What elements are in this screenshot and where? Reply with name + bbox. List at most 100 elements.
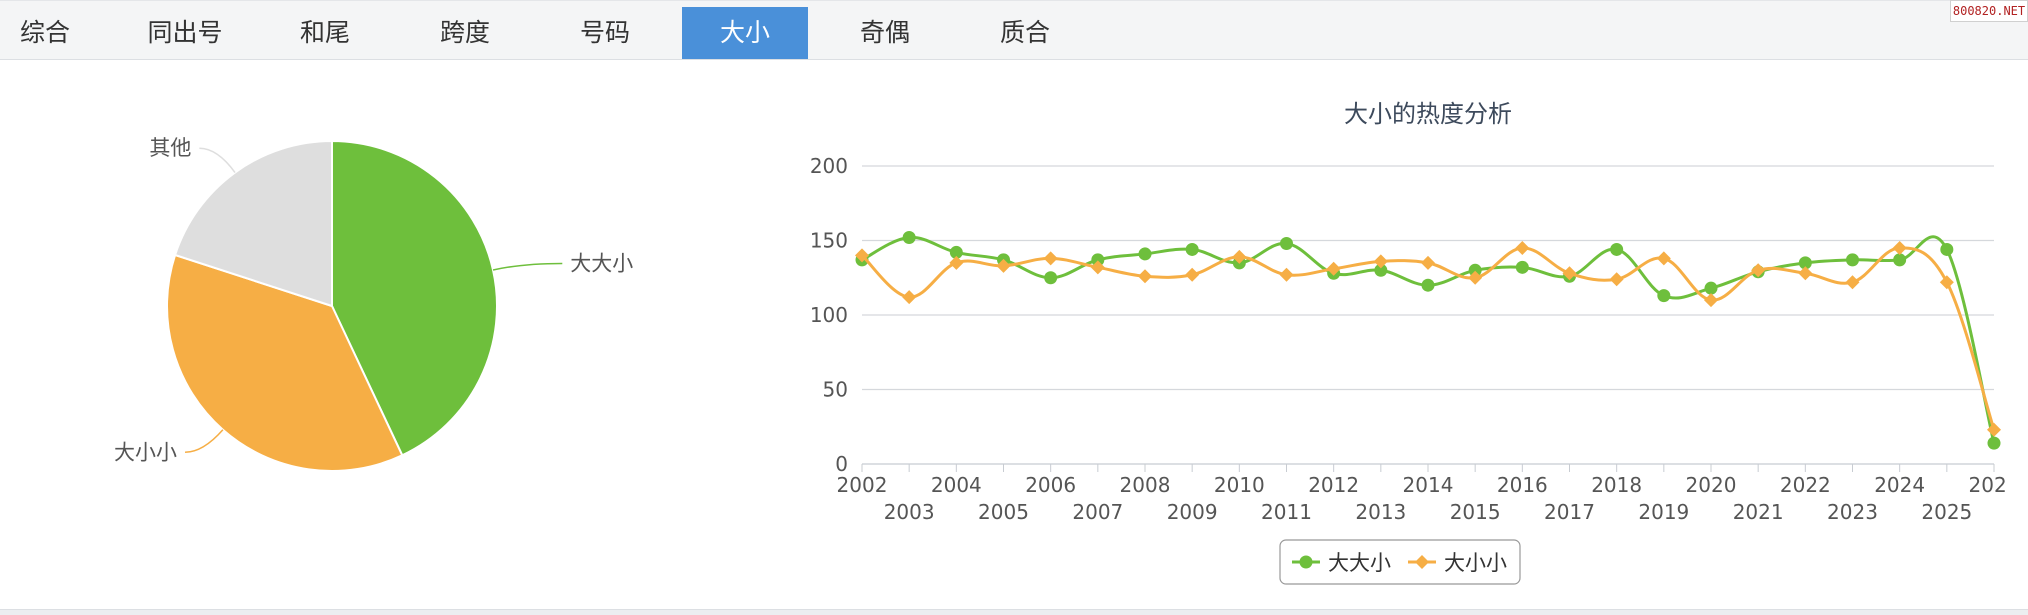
data-point[interactable] xyxy=(1044,271,1058,285)
data-point[interactable] xyxy=(1987,422,2001,437)
legend-item-label[interactable]: 大小小 xyxy=(1444,551,1507,575)
data-point[interactable] xyxy=(1562,266,1577,281)
x-tick-label: 2015 xyxy=(1450,500,1501,524)
data-point[interactable] xyxy=(1610,242,1624,256)
x-tick-label: 2006 xyxy=(1025,473,1076,497)
data-point[interactable] xyxy=(1798,266,1813,281)
x-tick-label: 2002 xyxy=(837,473,888,497)
x-tick-label: 2016 xyxy=(1497,473,1548,497)
data-point[interactable] xyxy=(1185,267,1200,282)
data-point[interactable] xyxy=(1846,253,1859,267)
x-tick-label: 2012 xyxy=(1308,473,1359,497)
data-point[interactable] xyxy=(1138,269,1152,284)
line-chart: 大小的热度分析 0 50 100 150 200 2002 2003 2004 2005 2006 2… xyxy=(810,100,2008,585)
x-tick-label: 2024 xyxy=(1874,473,1925,497)
x-tick-label: 2004 xyxy=(931,473,982,497)
data-point[interactable] xyxy=(1373,254,1388,269)
x-tick-label: 2018 xyxy=(1591,473,1642,497)
tab-haoma[interactable]: 号码 xyxy=(579,18,630,47)
data-point[interactable] xyxy=(1751,263,1766,278)
data-point[interactable] xyxy=(902,290,917,305)
tab-hewei[interactable]: 和尾 xyxy=(299,18,350,47)
data-point[interactable] xyxy=(1468,270,1483,285)
data-point[interactable] xyxy=(1326,261,1341,276)
data-point[interactable] xyxy=(1280,236,1293,250)
data-point[interactable] xyxy=(1657,289,1671,303)
tab-daxiao[interactable]: 大小 xyxy=(682,7,808,59)
y-tick-label: 50 xyxy=(823,378,848,402)
data-point[interactable] xyxy=(1987,436,2001,450)
data-point[interactable] xyxy=(1090,260,1105,275)
data-point[interactable] xyxy=(1185,242,1199,256)
x-tick-label: 2009 xyxy=(1167,500,1218,524)
data-point[interactable] xyxy=(1893,253,1907,267)
tab-tongchuhao[interactable]: 同出号 xyxy=(147,18,223,47)
x-tick-label: 2023 xyxy=(1827,500,1878,524)
bottom-divider xyxy=(0,609,2028,615)
data-point[interactable] xyxy=(1939,275,1954,290)
y-tick-label: 150 xyxy=(810,229,848,253)
data-point[interactable] xyxy=(1468,263,1482,277)
x-tick-label: 2026 xyxy=(1969,473,2008,497)
pie-slice[interactable] xyxy=(173,139,333,308)
data-point[interactable] xyxy=(949,255,964,270)
x-tick-label: 2022 xyxy=(1780,473,1831,497)
series-line xyxy=(860,246,1996,431)
y-tick-label: 0 xyxy=(835,452,848,476)
pie-label: 大小小 xyxy=(114,440,177,464)
x-tick-label: 2020 xyxy=(1686,473,1737,497)
x-tick-label: 2011 xyxy=(1261,500,1312,524)
data-point[interactable] xyxy=(996,258,1011,273)
data-point[interactable] xyxy=(1279,267,1294,282)
data-point[interactable] xyxy=(855,248,869,263)
data-point[interactable] xyxy=(1892,240,1907,255)
legend-box xyxy=(1279,539,1521,585)
x-tick-label: 2013 xyxy=(1355,500,1406,524)
legend-item-label[interactable]: 大大小 xyxy=(1328,551,1391,575)
pie-connector xyxy=(185,429,224,454)
pie-connector xyxy=(199,147,236,173)
legend-marker xyxy=(1299,555,1313,569)
pie-slice[interactable] xyxy=(166,253,404,472)
data-point[interactable] xyxy=(1845,275,1860,290)
tab-kuadu[interactable]: 跨度 xyxy=(439,18,490,47)
tab-bar: 综合 同出号 和尾 跨度 号码 大小 奇偶 质合 xyxy=(0,0,2028,60)
data-point[interactable] xyxy=(1091,253,1105,267)
data-point[interactable] xyxy=(1138,247,1152,261)
x-tick-label: 2019 xyxy=(1638,500,1689,524)
pie-label: 其他 xyxy=(149,136,191,160)
data-point[interactable] xyxy=(1515,260,1529,274)
legend-marker xyxy=(1415,555,1429,569)
data-point[interactable] xyxy=(1374,263,1388,277)
x-tick-label: 2017 xyxy=(1544,500,1595,524)
x-tick-label: 2005 xyxy=(978,500,1029,524)
x-tick-label: 2025 xyxy=(1921,500,1972,524)
x-tick-label: 2008 xyxy=(1120,473,1171,497)
pie-connector xyxy=(492,262,563,271)
data-point[interactable] xyxy=(1043,251,1058,266)
data-point[interactable] xyxy=(1421,255,1435,270)
data-point[interactable] xyxy=(1704,293,1718,308)
tab-zhihe[interactable]: 质合 xyxy=(999,18,1050,47)
data-point[interactable] xyxy=(902,231,916,245)
y-tick-label: 200 xyxy=(810,154,848,178)
data-point[interactable] xyxy=(1515,240,1530,255)
tab-zonghe[interactable]: 综合 xyxy=(19,18,70,47)
data-point[interactable] xyxy=(1704,281,1718,295)
pie-slice[interactable] xyxy=(331,139,498,457)
data-point[interactable] xyxy=(1232,249,1247,264)
x-tick-label: 2003 xyxy=(884,500,935,524)
x-tick-label: 2014 xyxy=(1403,473,1454,497)
data-point[interactable] xyxy=(949,245,963,259)
data-point[interactable] xyxy=(1656,251,1671,266)
x-tick-label: 2010 xyxy=(1214,473,1265,497)
tab-jiou[interactable]: 奇偶 xyxy=(859,18,910,47)
data-point[interactable] xyxy=(1421,278,1435,292)
data-point[interactable] xyxy=(1940,242,1954,256)
data-point[interactable] xyxy=(1609,272,1624,287)
watermark: 800820.NET xyxy=(1950,0,2028,22)
data-point[interactable] xyxy=(1798,256,1812,270)
x-tick-label: 2007 xyxy=(1072,500,1123,524)
y-tick-label: 100 xyxy=(810,303,848,327)
